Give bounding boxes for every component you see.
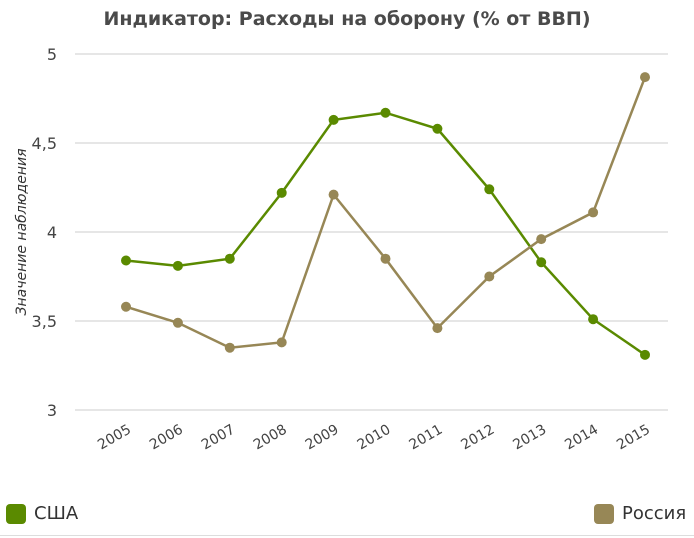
x-tick-label: 2012: [458, 422, 497, 454]
x-tick-label: 2005: [95, 422, 134, 454]
x-tick-label: 2008: [251, 422, 290, 454]
x-tick-label: 2006: [147, 422, 186, 454]
x-tick-label: 2011: [407, 422, 446, 454]
data-point-0: [172, 260, 183, 271]
x-tick-label: 2010: [355, 422, 394, 454]
legend-item-usa[interactable]: США: [6, 503, 78, 524]
divider: [0, 535, 694, 536]
data-point-0: [224, 253, 235, 264]
y-tick-label: 4: [47, 223, 57, 242]
data-point-0: [536, 257, 547, 268]
legend-item-russia[interactable]: Россия: [594, 503, 686, 524]
data-point-0: [432, 123, 443, 134]
data-point-0: [484, 184, 495, 195]
x-tick-label: 2013: [510, 422, 549, 454]
series-line-0: [125, 111, 646, 356]
data-point-0: [640, 349, 650, 360]
data-point-1: [276, 337, 287, 348]
y-tick-label: 3,5: [32, 312, 57, 331]
data-point-1: [172, 317, 183, 328]
data-point-0: [588, 314, 599, 325]
data-point-0: [380, 107, 391, 118]
data-point-0: [276, 187, 287, 198]
data-point-1: [536, 234, 547, 245]
data-point-1: [640, 72, 650, 83]
legend-label-russia: Россия: [622, 503, 687, 524]
data-point-1: [588, 207, 599, 218]
data-point-1: [121, 301, 131, 312]
y-axis-label: Значение наблюдения: [14, 149, 30, 316]
data-point-1: [484, 271, 495, 282]
data-point-1: [328, 189, 339, 200]
data-point-0: [328, 114, 339, 125]
data-point-0: [121, 255, 131, 266]
x-tick-label: 2009: [303, 422, 342, 454]
data-point-1: [432, 323, 443, 334]
y-tick-label: 5: [47, 45, 57, 64]
x-tick-label: 2007: [199, 422, 238, 454]
legend-label-usa: США: [34, 503, 79, 524]
data-point-1: [380, 253, 391, 264]
data-point-1: [224, 342, 235, 353]
x-tick-label: 2015: [614, 422, 653, 454]
line-chart: 3 3,5 4 4,5 5 2005 2006 2007 2008 2009 2010 2011 201…: [14, 45, 668, 454]
y-tick-label: 3: [47, 401, 57, 420]
legend-swatch-usa: [6, 503, 26, 524]
chart-title: Индикатор: Расходы на оборону (% от ВВП): [103, 8, 591, 30]
x-tick-label: 2014: [562, 422, 601, 454]
legend-swatch-russia: [594, 503, 614, 524]
y-tick-label: 4,5: [32, 134, 57, 153]
